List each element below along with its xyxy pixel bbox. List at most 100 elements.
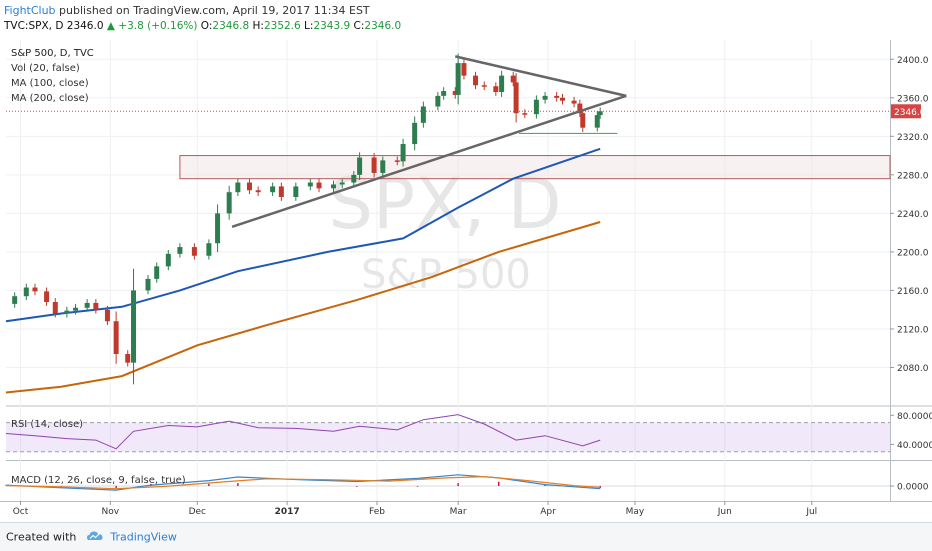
legend-ma200[interactable]: MA (200, close) — [11, 93, 89, 104]
candle-body — [191, 247, 197, 256]
candle-body — [357, 157, 363, 175]
candle-body — [331, 184, 337, 189]
candle-body — [577, 103, 583, 114]
candle-body — [510, 75, 516, 83]
price-chart[interactable]: SPX, D S&P 500 2080.02120.02160.02200.02… — [0, 38, 932, 522]
candle-body — [441, 91, 447, 96]
candle-body — [571, 100, 577, 104]
moving-averages[interactable] — [5, 147, 601, 394]
candle-body — [533, 99, 539, 115]
candle-body — [351, 174, 357, 183]
candle-body — [177, 247, 183, 254]
candle-body — [154, 266, 160, 279]
candle-body — [246, 182, 252, 191]
candle-body — [125, 353, 131, 363]
author-link[interactable]: FightClub — [4, 4, 56, 17]
time-axis[interactable]: Oct Nov Dec 2017 Feb Mar Apr May Jun Jul — [13, 501, 817, 517]
candle-body — [44, 291, 50, 302]
legend: S&P 500, D, TVC Vol (20, false) MA (100,… — [11, 48, 186, 486]
candle-body — [435, 95, 441, 107]
macd-pane[interactable] — [6, 461, 890, 501]
rsi-indicator[interactable]: 40.0000 80.0000 — [5, 412, 932, 453]
price-tick-label: 2200.0 — [897, 248, 929, 258]
trendline — [231, 94, 627, 229]
candle-body — [542, 95, 548, 100]
time-tick-label: Nov — [102, 507, 120, 517]
ma200-line — [5, 221, 601, 394]
candle-body — [420, 106, 426, 123]
symbol-label[interactable]: TVC:SPX, D — [4, 20, 64, 32]
candle-body — [394, 160, 400, 162]
macd-tick-label: 0.0000 — [897, 483, 929, 493]
candle-body — [23, 287, 29, 297]
price-change: ▲ +3.8 (+0.16%) — [106, 20, 198, 32]
candle-body — [215, 213, 221, 244]
created-text: Created with — [6, 530, 77, 544]
candle-body — [461, 63, 467, 76]
zone-rectangle — [179, 155, 891, 180]
legend-title[interactable]: S&P 500, D, TVC — [11, 48, 94, 59]
publish-text: published on TradingView.com, April 19, … — [59, 4, 370, 17]
candle-body — [104, 309, 110, 322]
candle-body — [270, 186, 276, 193]
time-tick-label: Jul — [805, 507, 817, 517]
main-pane[interactable] — [6, 40, 890, 406]
candle-body — [554, 95, 560, 98]
candle-body — [493, 86, 499, 93]
candle-body — [255, 190, 261, 193]
tradingview-logo-icon[interactable] — [86, 530, 104, 545]
candle-body — [371, 157, 377, 173]
candle-body — [73, 307, 79, 311]
candle-body — [559, 97, 565, 101]
candle-body — [380, 160, 386, 173]
candle-body — [455, 63, 461, 95]
close-value: 2346.0 — [364, 20, 402, 32]
candle-body — [473, 75, 479, 86]
candle-body — [84, 302, 90, 308]
last-price-box — [891, 104, 921, 119]
macd-signal-line — [5, 475, 601, 490]
price-tick-label: 2360.0 — [897, 94, 929, 104]
candle-body — [12, 296, 18, 304]
last-price-tag: 2346.0 — [6, 104, 926, 119]
price-tick-label: 2080.0 — [897, 364, 929, 374]
candle-body — [452, 91, 458, 95]
candle-body — [226, 192, 232, 214]
footer: Created with TradingView — [0, 522, 932, 551]
high-label: H: — [252, 20, 264, 32]
candle-body — [165, 253, 171, 267]
tradingview-link[interactable]: TradingView — [110, 530, 177, 544]
candle-body — [580, 113, 586, 128]
time-tick-label: Jun — [717, 507, 732, 517]
watermark-symbol: SPX, D — [328, 163, 561, 245]
macd-label[interactable]: MACD (12, 26, close, 9, false, true) — [11, 475, 186, 486]
price-tick-label: 2160.0 — [897, 287, 929, 297]
candle-body — [339, 182, 345, 185]
open-label: O: — [200, 20, 213, 32]
resistance-zone[interactable] — [179, 155, 891, 180]
candle-body — [293, 186, 299, 197]
drawings[interactable] — [231, 55, 627, 229]
time-tick-label: Oct — [13, 507, 29, 517]
created-with: Created with TradingView — [6, 530, 177, 545]
price-axis[interactable]: 2080.0 2120.0 2160.0 2200.0 2240.0 2280.0 2320… — [890, 56, 929, 374]
rsi-pane[interactable] — [6, 406, 890, 460]
rsi-tick-label: 40.0000 — [897, 441, 932, 451]
candle-body — [145, 278, 151, 291]
time-tick-label: May — [626, 507, 645, 517]
macd-indicator[interactable]: 0.0000 — [5, 474, 929, 493]
rsi-label[interactable]: RSI (14, close) — [11, 419, 83, 430]
price-tick-label: 2120.0 — [897, 325, 929, 335]
legend-ma100[interactable]: MA (100, close) — [11, 78, 89, 89]
candle-body — [278, 186, 284, 197]
candle-body — [594, 115, 600, 128]
legend-volume[interactable]: Vol (20, false) — [11, 63, 80, 74]
close-label: C: — [353, 20, 365, 32]
rsi-line — [5, 414, 601, 450]
low-label: L: — [304, 20, 314, 32]
time-tick-label: Feb — [369, 507, 385, 517]
open-value: 2346.8 — [212, 20, 250, 32]
candlesticks[interactable] — [12, 53, 603, 385]
rsi-band — [6, 422, 890, 452]
candle-body — [400, 144, 406, 162]
